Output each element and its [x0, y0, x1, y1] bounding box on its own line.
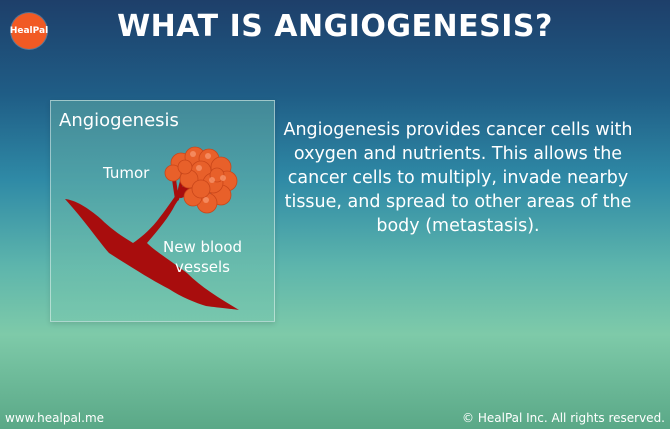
- logo-text: HealPal: [9, 26, 49, 36]
- tumor-highlights: [190, 151, 226, 203]
- tumor-cluster: [164, 146, 238, 214]
- vessels-label-line2: vessels: [175, 258, 230, 276]
- angiogenesis-illustration: [65, 146, 239, 310]
- copyright-text: © HealPal Inc. All rights reserved.: [462, 411, 665, 425]
- healpal-logo[interactable]: HealPal: [9, 13, 49, 49]
- page-title: WHAT IS ANGIOGENESIS?: [117, 9, 553, 44]
- new-blood-vessels-label: New blood vessels: [163, 237, 242, 277]
- angiogenesis-illustration-panel: Angiogenesis: [50, 100, 275, 322]
- tumor-label: Tumor: [103, 164, 150, 182]
- website-link[interactable]: www.healpal.me: [5, 411, 105, 425]
- panel-title: Angiogenesis: [59, 110, 179, 131]
- angiogenesis-description: Angiogenesis provides cancer cells with …: [283, 120, 633, 236]
- vessels-label-line1: New blood: [163, 238, 243, 256]
